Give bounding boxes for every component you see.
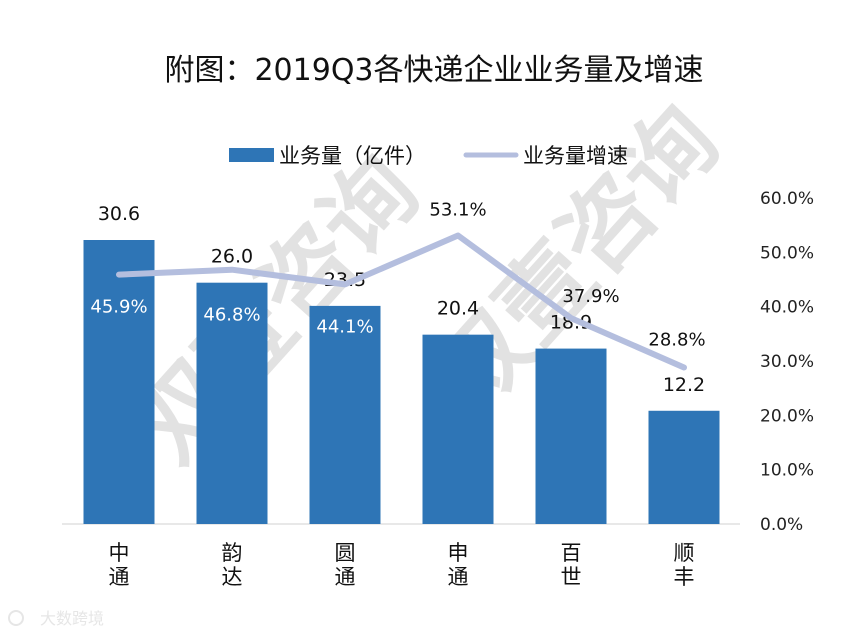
source-logo: 大数跨境: [8, 609, 104, 628]
legend-bar-swatch: [229, 148, 274, 162]
bar-1: [196, 282, 268, 524]
rate-value-label-3: 53.1%: [429, 199, 486, 220]
legend-line-label: 业务量增速: [523, 144, 628, 168]
rate-value-label-5: 28.8%: [648, 330, 705, 351]
right-tick-5: 50.0%: [760, 243, 814, 263]
rate-value-label-2: 44.1%: [316, 316, 373, 337]
right-tick-4: 40.0%: [760, 298, 814, 318]
category-label-1: 韵达: [222, 541, 243, 589]
bar-3: [422, 334, 494, 524]
rate-value-label-4: 37.9%: [562, 286, 619, 307]
bar-value-label-0: 30.6: [98, 203, 140, 225]
bar-5: [648, 410, 720, 524]
right-axis-ticks: 0.0% 10.0% 20.0% 30.0% 40.0% 50.0% 60.0%: [760, 189, 814, 535]
right-tick-0: 0.0%: [760, 515, 803, 535]
watermark-left: 双壹咨询: [114, 136, 440, 481]
bar-value-label-3: 20.4: [437, 298, 479, 320]
bar-0: [83, 240, 155, 524]
category-label-5: 顺丰: [674, 541, 695, 589]
legend-bar-label: 业务量（亿件）: [279, 144, 426, 168]
bars: [83, 240, 720, 524]
category-label-0: 中通: [109, 541, 130, 589]
category-label-3: 申通: [448, 541, 469, 589]
right-tick-6: 60.0%: [760, 189, 814, 209]
bar-2: [309, 305, 381, 524]
bar-value-label-4: 18.9: [550, 312, 592, 334]
rate-value-label-1: 46.8%: [203, 305, 260, 326]
right-tick-3: 30.0%: [760, 352, 814, 372]
bar-value-label-5: 12.2: [663, 374, 705, 396]
growth-rate-line: [116, 232, 687, 371]
rate-labels: 45.9% 46.8% 44.1% 53.1% 37.9% 28.8%: [90, 199, 705, 350]
category-label-4: 百世: [561, 541, 582, 589]
category-labels: 中通 韵达 圆通 申通 百世 顺丰: [109, 541, 695, 589]
bar-value-label-1: 26.0: [211, 246, 253, 268]
source-logo-text: 大数跨境: [40, 609, 104, 628]
bar-4: [535, 348, 607, 524]
legend: 业务量（亿件） 业务量增速: [229, 144, 628, 168]
rate-value-label-0: 45.9%: [90, 297, 147, 318]
right-tick-1: 10.0%: [760, 461, 814, 481]
category-label-2: 圆通: [335, 541, 356, 589]
chart-title: 附图：2019Q3各快递企业业务量及增速: [164, 53, 703, 88]
source-logo-icon: [8, 610, 24, 626]
right-tick-2: 20.0%: [760, 406, 814, 426]
